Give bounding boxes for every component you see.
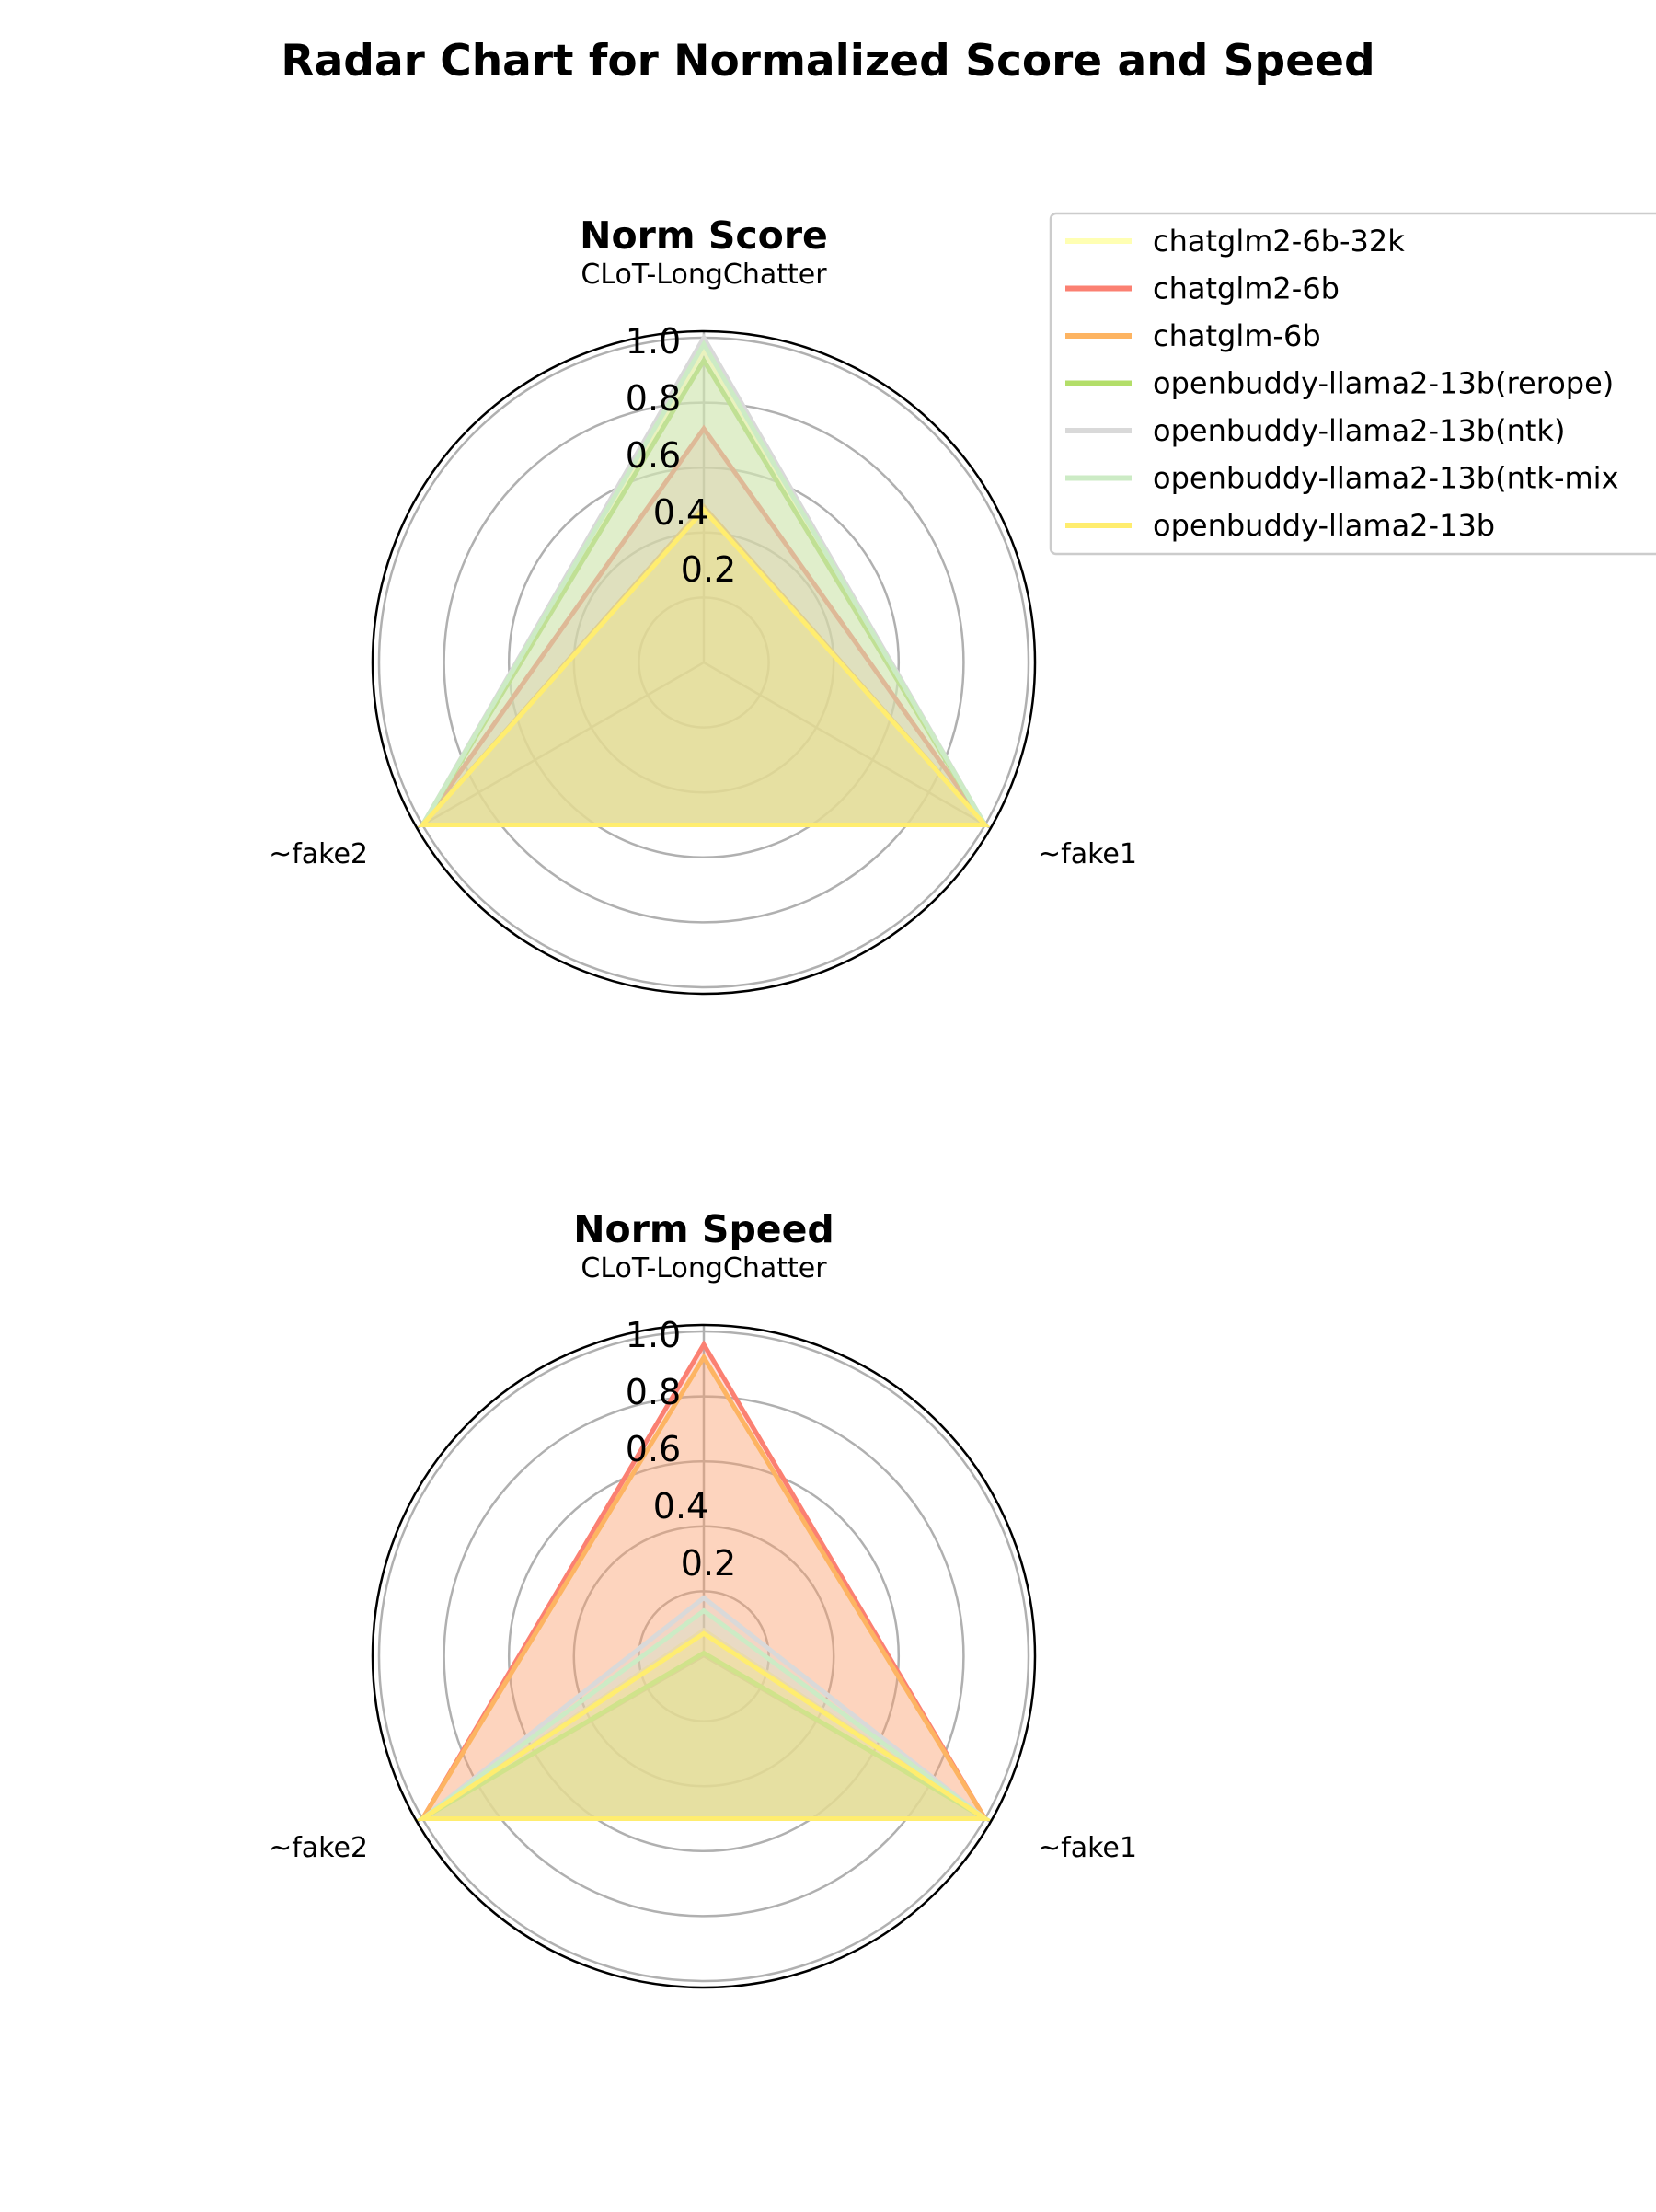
- panel-title: Norm Score: [580, 213, 828, 258]
- axis-label-top: CLoT-LongChatter: [581, 259, 827, 291]
- axis-label-top: CLoT-LongChatter: [581, 1252, 827, 1285]
- r-tick-label: 0.6: [626, 1429, 681, 1469]
- panel-title: Norm Speed: [573, 1207, 834, 1251]
- r-tick-label: 0.8: [626, 378, 681, 419]
- polar-frame: [371, 329, 1037, 996]
- grid-spoke: [703, 661, 992, 830]
- figure-title: Radar Chart for Normalized Score and Spe…: [281, 36, 1374, 86]
- series-area-7: [414, 1630, 994, 1821]
- axis-label-left: ~fake2: [269, 1832, 368, 1864]
- axis-label-right: ~fake1: [1038, 838, 1137, 870]
- grid-spoke: [416, 661, 705, 830]
- r-tick-label: 0.4: [653, 492, 708, 533]
- axis-label-left: ~fake2: [269, 838, 368, 870]
- legend-label: chatglm2-6b: [1153, 271, 1340, 306]
- radar-panel-1: 0.2 0.4 0.6 0.8 1.0 Norm ScoreCLoT-LongChatte…: [269, 213, 1137, 996]
- r-tick-label: 0.2: [681, 1543, 736, 1584]
- r-tick-label: 1.0: [626, 1315, 681, 1355]
- polar-frame: [371, 1323, 1037, 1989]
- legend-box: [1049, 212, 1656, 556]
- r-tick-label: 0.4: [653, 1486, 708, 1527]
- r-tick-label: 1.0: [626, 321, 681, 362]
- r-tick-label: 0.2: [681, 549, 736, 590]
- legend-label: chatglm-6b: [1153, 318, 1321, 353]
- legend-label: openbuddy-llama2-13b(ntk-mix: [1153, 461, 1619, 496]
- r-tick-label: 0.6: [626, 435, 681, 476]
- legend-label: openbuddy-llama2-13b(rerope): [1153, 366, 1614, 401]
- legend: chatglm2-6b-32k chatglm2-6b chatglm-6b open…: [1049, 212, 1656, 556]
- series-area-7: [417, 506, 991, 827]
- legend-label: openbuddy-llama2-13b(ntk): [1153, 413, 1565, 448]
- radar-panel-2: 0.2 0.4 0.6 0.8 1.0 Norm SpeedCLoT-LongChatte…: [269, 1207, 1137, 1989]
- axis-label-right: ~fake1: [1038, 1832, 1137, 1864]
- legend-label: chatglm2-6b-32k: [1153, 224, 1405, 259]
- r-tick-label: 0.8: [626, 1372, 681, 1412]
- legend-label: openbuddy-llama2-13b: [1153, 508, 1495, 543]
